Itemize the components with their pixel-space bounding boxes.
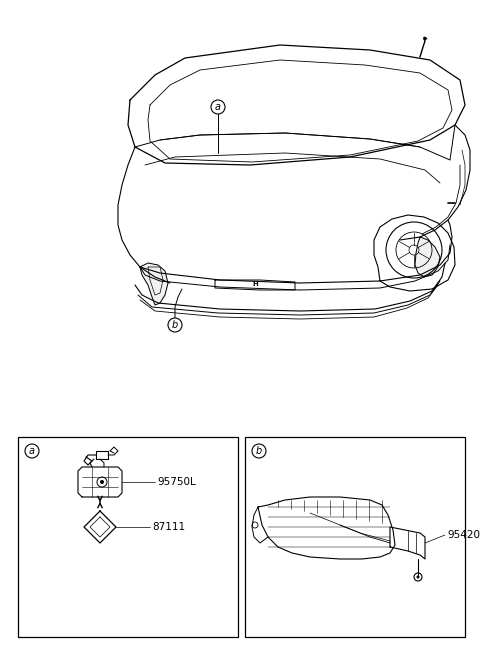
Polygon shape bbox=[140, 263, 168, 305]
Text: a: a bbox=[215, 102, 221, 112]
Circle shape bbox=[25, 444, 39, 458]
Text: 95750L: 95750L bbox=[157, 477, 196, 487]
Text: b: b bbox=[172, 320, 178, 330]
Circle shape bbox=[168, 318, 182, 332]
Circle shape bbox=[100, 480, 104, 484]
Text: a: a bbox=[29, 446, 35, 456]
Bar bbox=[245, 437, 465, 637]
Text: H: H bbox=[252, 281, 258, 287]
Circle shape bbox=[417, 576, 420, 578]
Text: 87111: 87111 bbox=[152, 522, 185, 532]
Bar bbox=[18, 437, 238, 637]
Polygon shape bbox=[415, 237, 440, 277]
Circle shape bbox=[211, 100, 225, 114]
Text: b: b bbox=[256, 446, 262, 456]
Circle shape bbox=[252, 444, 266, 458]
Text: 95420N: 95420N bbox=[447, 530, 480, 540]
